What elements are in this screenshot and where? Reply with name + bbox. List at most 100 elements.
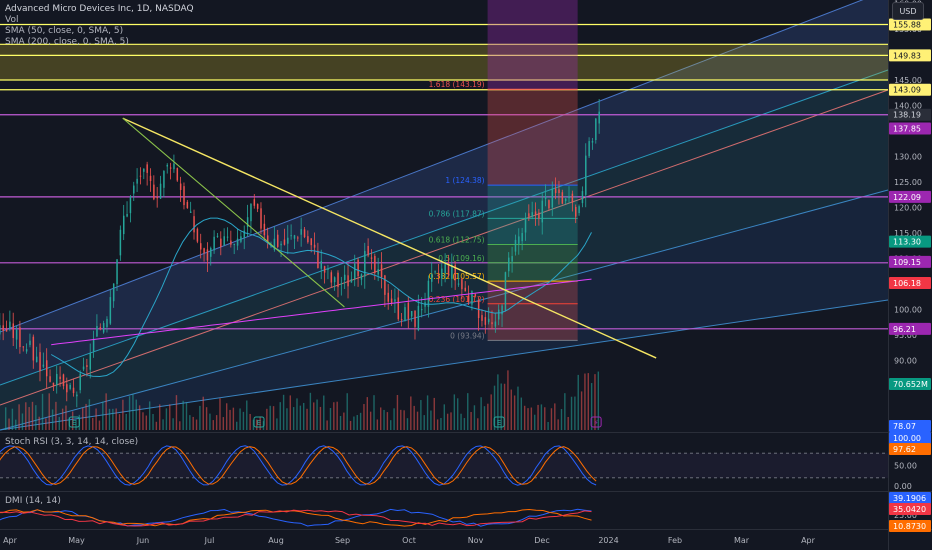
volume-bar (336, 401, 338, 430)
candle-body (19, 327, 21, 348)
volume-bar (379, 407, 382, 430)
volume-bar (236, 421, 238, 430)
candle-body (176, 168, 179, 181)
candle-body (501, 305, 503, 315)
price-label-box (889, 83, 931, 96)
volume-bar (11, 408, 14, 430)
price-scale-tick: 115.00 (894, 229, 922, 238)
candle-body (497, 309, 500, 320)
candle-body (82, 366, 85, 370)
price-label: 122.09 (893, 193, 921, 202)
volume-bar (453, 394, 456, 430)
volume-bar (5, 407, 7, 430)
candle-body (595, 118, 597, 141)
yellow-zone (0, 44, 888, 80)
candle-body (15, 329, 18, 340)
dmi-scale-tick: 25.00 (894, 511, 917, 520)
candle-body (558, 189, 560, 194)
candle-body (544, 196, 547, 199)
candle-body (427, 280, 430, 307)
candle-body (474, 294, 477, 297)
volume-bar (246, 400, 248, 430)
volume-bar (108, 408, 111, 430)
stoch-scale-tick: 0.00 (894, 482, 912, 491)
candle-body (159, 183, 162, 199)
candle-body (374, 256, 376, 274)
regression-channel-line (0, 0, 864, 333)
volume-bar (299, 405, 302, 430)
volume-bar (138, 405, 141, 430)
candle-body (518, 236, 520, 244)
candle-body (491, 322, 493, 325)
volume-bar (356, 415, 358, 430)
candle-body (300, 229, 302, 235)
candle-body (581, 191, 584, 204)
candle-body (153, 184, 155, 200)
fib-level-label: 0.786 (117.87) (429, 209, 485, 218)
volume-bar (195, 419, 198, 430)
dmi-value-box (889, 492, 931, 504)
volume-bar (510, 389, 512, 430)
volume-bar (403, 410, 405, 430)
volume-bar (333, 402, 335, 430)
volume-bar (416, 411, 419, 430)
volume-bar (497, 374, 499, 430)
candle-body (467, 295, 470, 303)
candle-body (112, 283, 115, 302)
candle-body (163, 170, 165, 188)
candle-body (29, 340, 31, 345)
legend-sma50: SMA (50, close, 0, SMA, 5) (5, 26, 124, 36)
fib-level-label: 0.618 (112.75) (429, 235, 485, 244)
volume-bar (560, 409, 563, 430)
event-marker (68, 416, 80, 428)
volume-bar (450, 412, 452, 430)
stoch-scale-tick: 50.00 (894, 462, 917, 471)
candle-body (297, 237, 299, 239)
volume-bar (155, 421, 158, 430)
dmi-value-label: 39.1906 (893, 494, 926, 503)
candle-body (564, 198, 567, 202)
candle-body (454, 264, 456, 281)
candle-body (2, 325, 4, 331)
candle-body (524, 217, 527, 233)
volume-bar (373, 395, 375, 430)
candle-body (571, 193, 574, 203)
candle-body (390, 298, 393, 304)
volume-bar (346, 393, 348, 430)
legend-vol: Vol (5, 15, 19, 25)
volume-bar (343, 412, 345, 430)
event-marker-label: ⚡ (594, 419, 599, 427)
volume-bar (490, 394, 492, 430)
volume-bar (554, 403, 556, 430)
volume-bar (192, 416, 194, 430)
volume-bar (259, 416, 261, 430)
volume-bar (534, 414, 536, 430)
currency-button[interactable]: USD (892, 2, 924, 20)
candle-body (447, 264, 450, 276)
volume-bar (477, 418, 479, 430)
regression-channel-band (0, 0, 888, 385)
volume-bar (92, 417, 94, 430)
candle-body (220, 238, 222, 248)
candle-body (574, 206, 577, 217)
volume-bar (71, 411, 74, 430)
candle-body (307, 236, 309, 243)
event-marker (253, 416, 265, 428)
volume-bar (587, 373, 589, 430)
volume-bar (597, 371, 600, 430)
volume-bar (353, 416, 355, 430)
candle-body (504, 272, 507, 310)
fib-level-label: 0.236 (101.12) (429, 295, 485, 304)
candle-body (69, 384, 71, 389)
candle-body (364, 250, 366, 277)
volume-bar (390, 420, 392, 430)
candle-body (568, 196, 570, 199)
volume-bar (185, 402, 188, 430)
event-marker (493, 416, 505, 428)
volume-bar (443, 404, 446, 430)
volume-bar (8, 418, 10, 430)
volume-bar (292, 407, 295, 430)
volume-bar (544, 407, 546, 430)
candle-body (149, 175, 152, 182)
